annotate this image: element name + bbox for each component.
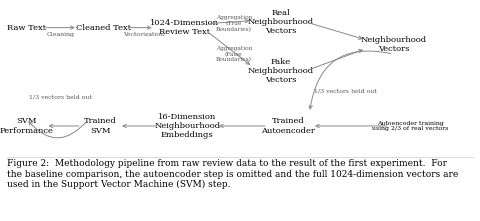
Text: 16-Dimension
Neighbourhood
Embeddings: 16-Dimension Neighbourhood Embeddings — [154, 113, 220, 139]
Text: Vectorization: Vectorization — [123, 32, 165, 37]
Text: Trained
Autoencoder: Trained Autoencoder — [261, 117, 315, 135]
Text: Real
Neighbourhood
Vectors: Real Neighbourhood Vectors — [248, 9, 314, 35]
Text: Trained
SVM: Trained SVM — [84, 117, 117, 135]
Text: Raw Text: Raw Text — [7, 24, 46, 32]
Text: Neighbourhood
Vectors: Neighbourhood Vectors — [360, 36, 427, 53]
Text: 1024-Dimension
Review Text: 1024-Dimension Review Text — [150, 19, 219, 36]
Text: 1/3 vectors held out: 1/3 vectors held out — [29, 95, 91, 100]
Text: Figure 2:  Methodology pipeline from raw review data to the result of the first : Figure 2: Methodology pipeline from raw … — [7, 159, 458, 189]
Text: SVM
Performance: SVM Performance — [0, 117, 53, 135]
Text: Aggregation
(False
Boundaries): Aggregation (False Boundaries) — [216, 46, 252, 63]
Text: Cleaning: Cleaning — [47, 32, 75, 37]
Text: Fake
Neighbourhood
Vectors: Fake Neighbourhood Vectors — [248, 57, 314, 84]
Text: Cleaned Text: Cleaned Text — [76, 24, 131, 32]
Text: 1/3 vectors held out: 1/3 vectors held out — [314, 88, 377, 93]
Text: Aggregation
(True
Boundaries): Aggregation (True Boundaries) — [216, 15, 252, 32]
Text: Autoencoder training
using 2/3 of real vectors: Autoencoder training using 2/3 of real v… — [372, 121, 449, 131]
